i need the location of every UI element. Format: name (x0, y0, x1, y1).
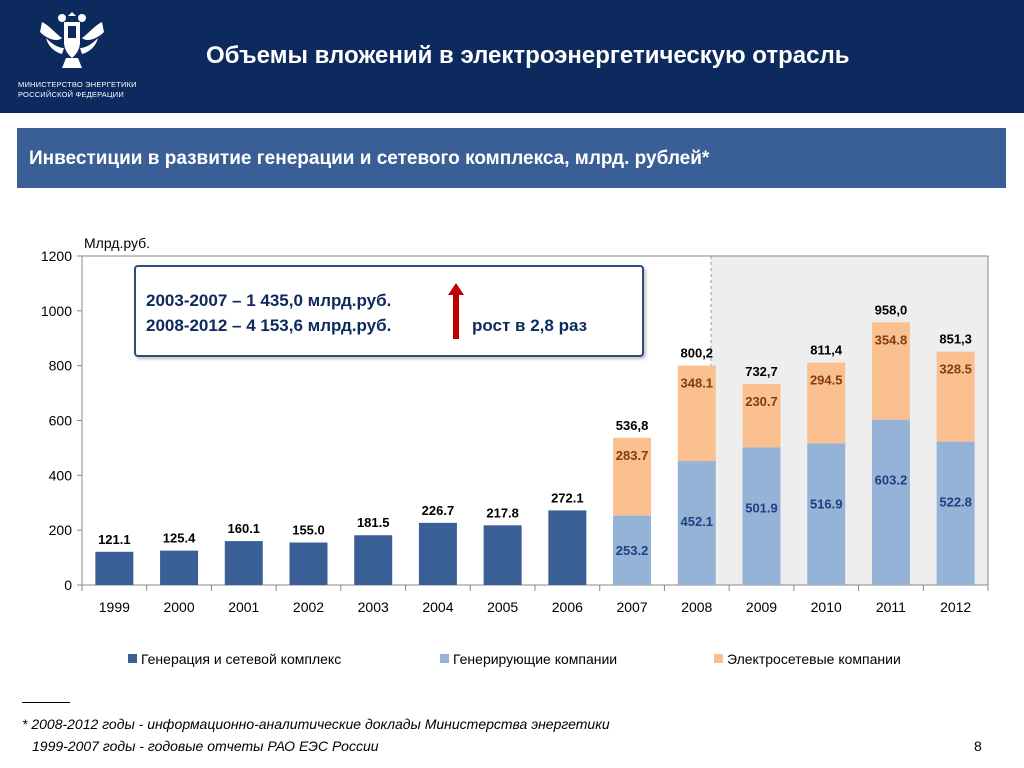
bar-segment (418, 522, 457, 585)
bar-segment (160, 550, 199, 585)
footnote-line-2: 1999-2007 годы - годовые отчеты РАО ЕЭС … (32, 738, 379, 754)
data-label: 501.9 (745, 500, 778, 515)
y-tick-label: 1200 (41, 248, 72, 264)
data-label: 328.5 (939, 362, 972, 377)
bar-segment (871, 322, 910, 420)
data-label: 181.5 (357, 515, 390, 530)
total-label: 536,8 (616, 418, 649, 433)
legend-swatch (128, 654, 137, 663)
bar-segment (224, 541, 263, 585)
total-label: 811,4 (810, 343, 843, 358)
data-label: 294.5 (810, 373, 843, 388)
header-bar: МИНИСТЕРСТВО ЭНЕРГЕТИКИ РОССИЙСКОЙ ФЕДЕР… (0, 0, 1024, 113)
up-arrow-icon (448, 283, 464, 339)
data-label: 522.8 (939, 495, 972, 510)
investment-bar-chart: 0 200 400 600 800 1000 1200 Млрд.руб. 1999 2000 20… (41, 235, 989, 667)
legend-label: Генерирующие компании (453, 651, 617, 667)
data-label: 603.2 (875, 473, 908, 488)
x-tick-label: 2005 (487, 599, 518, 615)
data-label: 160.1 (228, 521, 261, 536)
x-tick-label: 2006 (552, 599, 583, 615)
y-tick-label: 0 (64, 577, 72, 593)
bar-segment (548, 510, 587, 585)
bar-segment (613, 515, 652, 585)
data-label: 283.7 (616, 448, 649, 463)
x-tick-label: 2003 (358, 599, 389, 615)
page-title: Объемы вложений в электроэнергетическую … (206, 42, 850, 69)
x-tick-label: 2004 (422, 599, 453, 615)
y-tick-label: 600 (49, 413, 73, 429)
y-tick-label: 800 (49, 358, 73, 374)
bar-segment (742, 447, 781, 585)
data-label: 226.7 (422, 503, 455, 518)
x-tick-label: 1999 (99, 599, 130, 615)
legend-label: Генерация и сетевой комплекс (141, 651, 341, 667)
chart-title: Инвестиции в развитие генерации и сетево… (29, 148, 710, 169)
page-number: 8 (974, 738, 982, 754)
y-tick-label: 1000 (41, 303, 72, 319)
data-label: 272.1 (551, 490, 584, 505)
callout-box: 2003-2007 – 1 435,0 млрд.руб. 2008-2012 … (134, 265, 644, 357)
bar-segment (677, 461, 716, 585)
data-label: 354.8 (875, 332, 908, 347)
total-label: 800,2 (681, 346, 714, 361)
legend-label: Электросетевые компании (727, 651, 901, 667)
data-label: 155.0 (292, 523, 325, 538)
data-label: 121.1 (98, 532, 131, 547)
ministry-line-1: МИНИСТЕРСТВО ЭНЕРГЕТИКИ (18, 80, 137, 89)
bar-segment (871, 419, 910, 585)
y-tick-label: 400 (49, 467, 73, 483)
chart-title-bar: Инвестиции в развитие генерации и сетево… (17, 128, 1006, 188)
x-tick-label: 2012 (940, 599, 971, 615)
total-label: 958,0 (875, 302, 908, 317)
footnote-separator (22, 702, 70, 703)
double-headed-eagle-icon (40, 12, 104, 68)
legend-swatch (714, 654, 723, 663)
bar-segment (289, 542, 328, 585)
data-label: 516.9 (810, 496, 843, 511)
y-tick-label: 200 (49, 522, 73, 538)
x-tick-label: 2009 (746, 599, 777, 615)
legend-swatch (440, 654, 449, 663)
data-label: 348.1 (681, 376, 714, 391)
ministry-line-2: РОССИЙСКОЙ ФЕДЕРАЦИИ (18, 90, 124, 99)
bar-segment (354, 535, 393, 585)
bar-segment (95, 551, 134, 585)
data-label: 452.1 (681, 514, 714, 529)
growth-label: рост в 2,8 раз (472, 316, 588, 335)
bar-segment (936, 441, 975, 585)
y-axis-label: Млрд.руб. (84, 235, 150, 251)
callout-period-1: 2003-2007 – 1 435,0 млрд.руб. (146, 291, 392, 310)
total-label: 851,3 (939, 332, 972, 347)
ministry-name: МИНИСТЕРСТВО ЭНЕРГЕТИКИ РОССИЙСКОЙ ФЕДЕР… (18, 80, 158, 100)
total-label: 732,7 (745, 364, 778, 379)
x-tick-label: 2007 (616, 599, 647, 615)
x-tick-label: 2008 (681, 599, 712, 615)
x-tick-label: 2001 (228, 599, 259, 615)
x-tick-label: 2010 (811, 599, 842, 615)
bar-segment (936, 351, 975, 442)
x-tick-label: 2000 (163, 599, 194, 615)
bar-segment (807, 362, 846, 444)
data-label: 125.4 (163, 531, 196, 546)
bar-segment (613, 437, 652, 516)
bar-segment (807, 443, 846, 585)
bar-segment (677, 365, 716, 462)
footnote-line-1: * 2008-2012 годы - информационно-аналити… (22, 716, 610, 732)
bar-segment (483, 525, 522, 585)
x-tick-label: 2002 (293, 599, 324, 615)
x-tick-label: 2011 (876, 599, 906, 615)
callout-period-2: 2008-2012 – 4 153,6 млрд.руб. (146, 316, 392, 335)
bar-segment (742, 384, 781, 448)
data-label: 230.7 (745, 394, 778, 409)
data-label: 217.8 (486, 505, 519, 520)
data-label: 253.2 (616, 543, 649, 558)
